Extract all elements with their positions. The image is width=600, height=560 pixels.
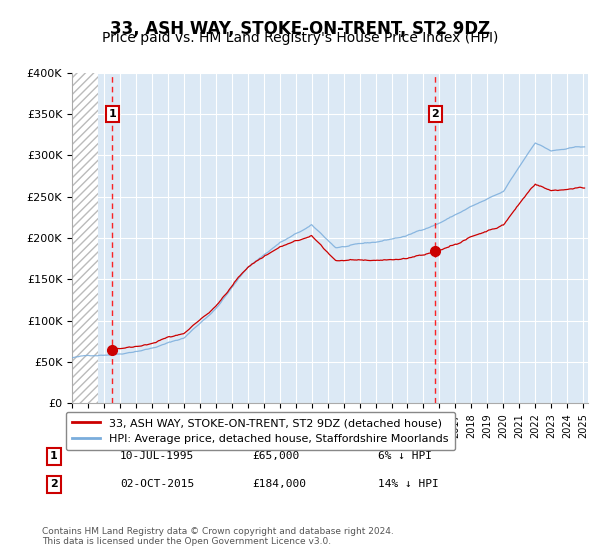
Text: 1: 1 [109,109,116,119]
Text: 2: 2 [50,479,58,489]
Text: 2: 2 [431,109,439,119]
Text: Contains HM Land Registry data © Crown copyright and database right 2024.
This d: Contains HM Land Registry data © Crown c… [42,526,394,546]
Text: Price paid vs. HM Land Registry's House Price Index (HPI): Price paid vs. HM Land Registry's House … [102,31,498,45]
Text: £65,000: £65,000 [252,451,299,461]
Text: 33, ASH WAY, STOKE-ON-TRENT, ST2 9DZ: 33, ASH WAY, STOKE-ON-TRENT, ST2 9DZ [110,20,490,38]
Text: £184,000: £184,000 [252,479,306,489]
Text: 10-JUL-1995: 10-JUL-1995 [120,451,194,461]
Text: 1: 1 [50,451,58,461]
Text: 02-OCT-2015: 02-OCT-2015 [120,479,194,489]
Legend: 33, ASH WAY, STOKE-ON-TRENT, ST2 9DZ (detached house), HPI: Average price, detac: 33, ASH WAY, STOKE-ON-TRENT, ST2 9DZ (de… [65,412,455,450]
Text: 14% ↓ HPI: 14% ↓ HPI [378,479,439,489]
Text: 6% ↓ HPI: 6% ↓ HPI [378,451,432,461]
Bar [72,73,98,403]
